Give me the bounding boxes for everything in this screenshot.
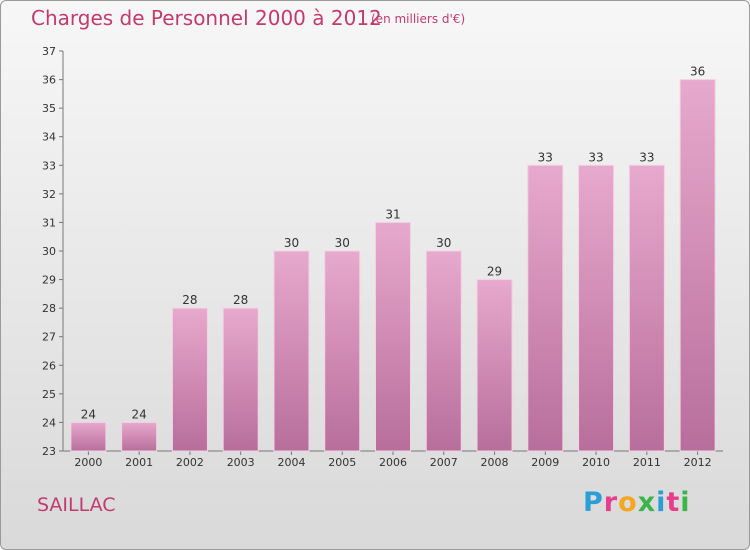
bar[interactable] bbox=[628, 164, 665, 452]
y-tick-label: 34 bbox=[42, 131, 56, 144]
bar[interactable] bbox=[578, 164, 615, 452]
bar[interactable] bbox=[273, 250, 310, 452]
chart-subtitle: (en milliers d'€) bbox=[371, 12, 466, 26]
bar[interactable] bbox=[222, 307, 259, 452]
bar[interactable] bbox=[375, 221, 411, 452]
y-tick-label: 29 bbox=[42, 274, 56, 287]
y-tick-label: 36 bbox=[42, 74, 56, 87]
chart-title: Charges de Personnel 2000 à 2012 bbox=[31, 6, 382, 30]
x-tick-label: 2009 bbox=[531, 456, 559, 469]
bar[interactable] bbox=[476, 279, 513, 452]
logo-letter: P bbox=[583, 487, 604, 518]
bar[interactable] bbox=[425, 250, 462, 452]
bars bbox=[70, 79, 716, 452]
bar-value-label: 31 bbox=[385, 207, 400, 221]
bar[interactable] bbox=[121, 421, 158, 452]
x-tick-label: 2010 bbox=[582, 456, 610, 469]
y-tick-label: 23 bbox=[42, 445, 56, 458]
x-tick-label: 2004 bbox=[277, 456, 305, 469]
bar-value-label: 30 bbox=[436, 236, 451, 250]
bar-value-label: 30 bbox=[335, 236, 350, 250]
x-tick-label: 2012 bbox=[684, 456, 712, 469]
bar-value-label: 28 bbox=[182, 293, 197, 307]
bar-value-label: 24 bbox=[81, 407, 96, 421]
town-name: SAILLAC bbox=[37, 494, 116, 516]
y-tick-label: 27 bbox=[42, 331, 56, 344]
bar[interactable] bbox=[679, 79, 716, 452]
x-tick-label: 2001 bbox=[125, 456, 153, 469]
logo-letter: x bbox=[637, 487, 657, 518]
logo-letter: i bbox=[680, 487, 691, 518]
bar-value-label: 33 bbox=[588, 150, 603, 164]
bar-value-label: 33 bbox=[639, 150, 654, 164]
x-tick-label: 2005 bbox=[328, 456, 356, 469]
x-tick-label: 2003 bbox=[227, 456, 255, 469]
x-tick-label: 2011 bbox=[633, 456, 661, 469]
bar-value-label: 29 bbox=[487, 265, 502, 279]
x-tick-label: 2000 bbox=[74, 456, 102, 469]
bar-value-label: 36 bbox=[690, 65, 705, 79]
x-tick-label: 2006 bbox=[379, 456, 407, 469]
y-tick-label: 28 bbox=[42, 302, 56, 315]
y-tick-label: 37 bbox=[42, 45, 56, 58]
bar-value-label: 33 bbox=[538, 150, 553, 164]
logo-letter: o bbox=[618, 487, 638, 518]
proxiti-logo[interactable]: Proxiti bbox=[583, 487, 691, 518]
y-tick-label: 32 bbox=[42, 188, 56, 201]
y-tick-label: 30 bbox=[42, 245, 56, 258]
y-tick-label: 33 bbox=[42, 159, 56, 172]
bar-value-label: 28 bbox=[233, 293, 248, 307]
bar-value-label: 24 bbox=[132, 407, 147, 421]
bar[interactable] bbox=[70, 421, 107, 452]
y-tick-label: 35 bbox=[42, 102, 56, 115]
y-tick-label: 31 bbox=[42, 216, 56, 229]
bar-value-label: 30 bbox=[284, 236, 299, 250]
logo-letter: r bbox=[603, 487, 619, 518]
y-tick-label: 25 bbox=[42, 388, 56, 401]
logo-letter: i bbox=[656, 487, 667, 518]
x-tick-label: 2002 bbox=[176, 456, 204, 469]
labels: 2000 24 2001 24 2002 28 2003 28 2004 30 2005 30 2006… bbox=[74, 65, 711, 469]
x-tick-label: 2007 bbox=[430, 456, 458, 469]
y-tick-label: 26 bbox=[42, 359, 56, 372]
x-tick-label: 2008 bbox=[481, 456, 509, 469]
logo-letter: t bbox=[666, 487, 681, 518]
y-tick-label: 24 bbox=[42, 416, 56, 429]
bar[interactable] bbox=[171, 307, 208, 452]
bar[interactable] bbox=[527, 164, 564, 452]
bar[interactable] bbox=[324, 250, 361, 452]
